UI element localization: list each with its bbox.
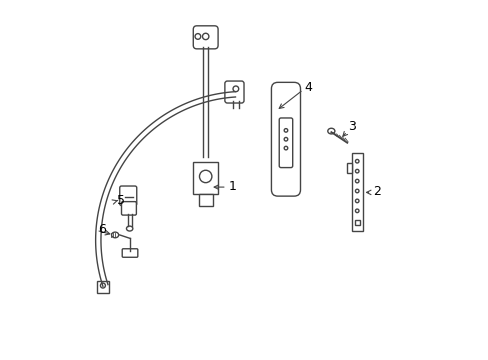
Ellipse shape (111, 232, 119, 238)
FancyBboxPatch shape (279, 118, 292, 168)
Text: 4: 4 (304, 81, 312, 94)
FancyBboxPatch shape (193, 26, 218, 49)
FancyBboxPatch shape (121, 202, 136, 215)
FancyBboxPatch shape (120, 186, 137, 206)
FancyBboxPatch shape (122, 249, 138, 257)
Text: 2: 2 (372, 185, 380, 198)
FancyBboxPatch shape (271, 82, 300, 196)
Bar (96, 280, 109, 293)
Ellipse shape (327, 128, 334, 134)
Text: 6: 6 (98, 223, 106, 236)
Text: 5: 5 (117, 194, 124, 207)
FancyBboxPatch shape (224, 81, 244, 103)
Bar (354, 220, 359, 225)
Text: 1: 1 (228, 180, 236, 193)
Bar (198, 194, 212, 206)
Bar (193, 162, 218, 194)
Bar (351, 153, 362, 231)
Bar (346, 163, 351, 173)
Text: 3: 3 (347, 120, 355, 133)
